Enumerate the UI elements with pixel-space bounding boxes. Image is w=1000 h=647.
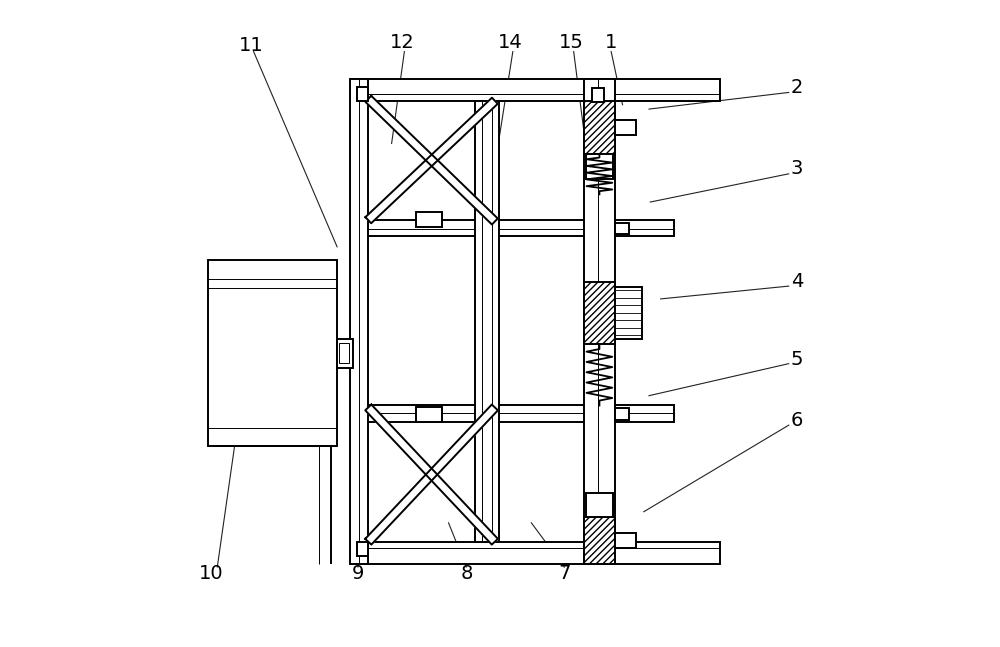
Bar (615, 120, 636, 135)
Bar (352, 80, 720, 101)
Polygon shape (365, 404, 498, 545)
Text: 6: 6 (791, 411, 803, 430)
Text: 9: 9 (352, 564, 364, 584)
Bar (592, 88, 604, 102)
Polygon shape (365, 404, 498, 545)
Bar (584, 281, 615, 344)
Text: 2: 2 (791, 78, 803, 97)
Text: 3: 3 (791, 159, 803, 178)
Bar (352, 406, 674, 422)
Text: 15: 15 (559, 33, 583, 52)
Text: 10: 10 (198, 564, 223, 584)
Bar (586, 492, 613, 517)
Bar (339, 343, 349, 364)
Bar (350, 80, 368, 564)
Bar (615, 223, 629, 234)
Bar (352, 542, 720, 564)
Bar (337, 338, 353, 367)
Bar (584, 80, 615, 564)
Polygon shape (365, 98, 498, 223)
Bar (615, 287, 642, 339)
Bar (352, 220, 674, 236)
Bar (615, 532, 636, 548)
Bar (416, 408, 442, 422)
Text: 11: 11 (239, 36, 264, 56)
Bar (357, 542, 368, 556)
Bar (208, 260, 337, 446)
Text: 12: 12 (389, 33, 414, 52)
Bar (584, 517, 615, 564)
Bar (416, 212, 442, 226)
Text: 8: 8 (460, 564, 473, 584)
Bar (615, 408, 629, 420)
Text: 5: 5 (791, 349, 803, 369)
Bar (584, 101, 615, 155)
Bar (586, 155, 613, 179)
Polygon shape (365, 96, 498, 225)
Text: 14: 14 (498, 33, 523, 52)
Text: 4: 4 (791, 272, 803, 291)
Text: 7: 7 (558, 564, 571, 584)
Bar (357, 87, 368, 101)
Bar (475, 101, 499, 542)
Text: 1: 1 (605, 33, 617, 52)
